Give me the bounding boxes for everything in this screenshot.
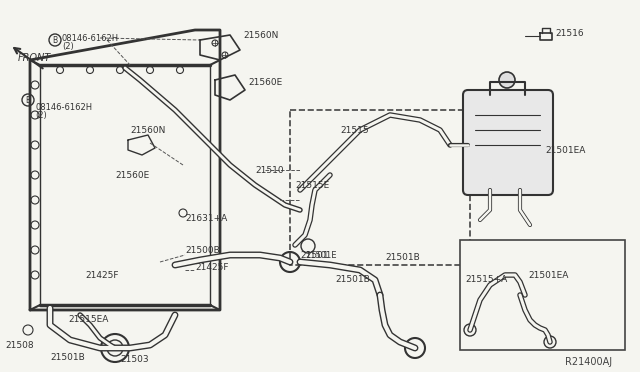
Text: 21503: 21503 <box>120 356 148 365</box>
Bar <box>460 240 625 350</box>
Text: B: B <box>26 96 31 105</box>
Text: 21515E: 21515E <box>295 180 329 189</box>
FancyBboxPatch shape <box>463 90 553 195</box>
Text: 21501: 21501 <box>300 250 328 260</box>
Text: 21501B: 21501B <box>335 276 370 285</box>
Text: 21560E: 21560E <box>248 77 282 87</box>
Text: 21631+A: 21631+A <box>185 214 227 222</box>
Bar <box>290 110 470 265</box>
Text: 21560N: 21560N <box>130 125 165 135</box>
Text: (2): (2) <box>62 42 74 51</box>
Text: 21560N: 21560N <box>243 31 278 39</box>
Text: 21515+A: 21515+A <box>465 276 508 285</box>
Text: B: B <box>52 35 58 45</box>
Text: 21501B: 21501B <box>385 253 420 263</box>
Text: 21501B: 21501B <box>50 353 84 362</box>
Text: 08146-6162H: 08146-6162H <box>62 33 119 42</box>
Text: R21400AJ: R21400AJ <box>565 357 612 367</box>
Text: 21515: 21515 <box>340 125 369 135</box>
Text: 21425F: 21425F <box>85 270 118 279</box>
Text: 21425F: 21425F <box>195 263 228 273</box>
Text: 21501EA: 21501EA <box>528 270 568 279</box>
Circle shape <box>499 72 515 88</box>
Text: 08146-6162H: 08146-6162H <box>35 103 92 112</box>
Text: 21510: 21510 <box>255 166 284 174</box>
Text: 21560E: 21560E <box>115 170 149 180</box>
Text: 21500B: 21500B <box>185 246 220 254</box>
Text: 21501EA: 21501EA <box>545 145 586 154</box>
Text: 21501E: 21501E <box>305 251 337 260</box>
Text: 21516: 21516 <box>555 29 584 38</box>
Text: 21508: 21508 <box>5 340 34 350</box>
Text: (2): (2) <box>35 110 47 119</box>
Text: FRONT: FRONT <box>18 53 51 63</box>
Text: 21515EA: 21515EA <box>68 315 108 324</box>
